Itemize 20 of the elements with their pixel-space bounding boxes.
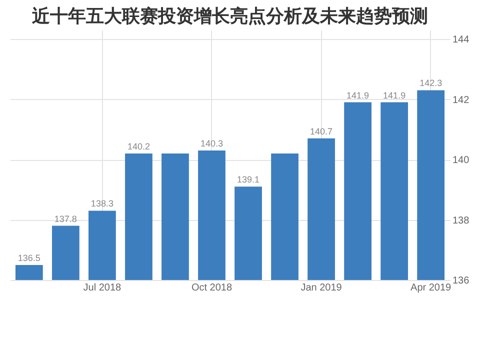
y-tick-label: 144 — [452, 34, 470, 46]
x-tick-label: Jan 2019 — [300, 282, 342, 294]
data-label: 141.9 — [383, 90, 406, 100]
y-tick-label: 140 — [452, 155, 470, 166]
data-label: 140.3 — [200, 138, 224, 148]
x-tick-label: Jul 2018 — [83, 282, 122, 294]
x-tick-label: Apr 2019 — [410, 282, 452, 294]
data-label: 140.7 — [310, 126, 333, 136]
data-label: 136.5 — [18, 252, 40, 263]
data-label: 141.9 — [346, 90, 370, 100]
x-tick-label: Oct 2018 — [191, 282, 232, 294]
data-label: 142.3 — [420, 78, 442, 88]
data-label: 139.1 — [236, 174, 260, 185]
data-label: 137.8 — [54, 214, 77, 224]
data-label: 138.3 — [90, 198, 114, 209]
y-tick-label: 136 — [452, 276, 470, 286]
data-label: 140.2 — [127, 141, 150, 152]
y-tick-label: 142 — [452, 94, 470, 106]
y-tick-label: 138 — [452, 215, 470, 226]
chart-title: 近十年五大联赛投资增长亮点分析及未来趋势预测 — [31, 6, 428, 26]
